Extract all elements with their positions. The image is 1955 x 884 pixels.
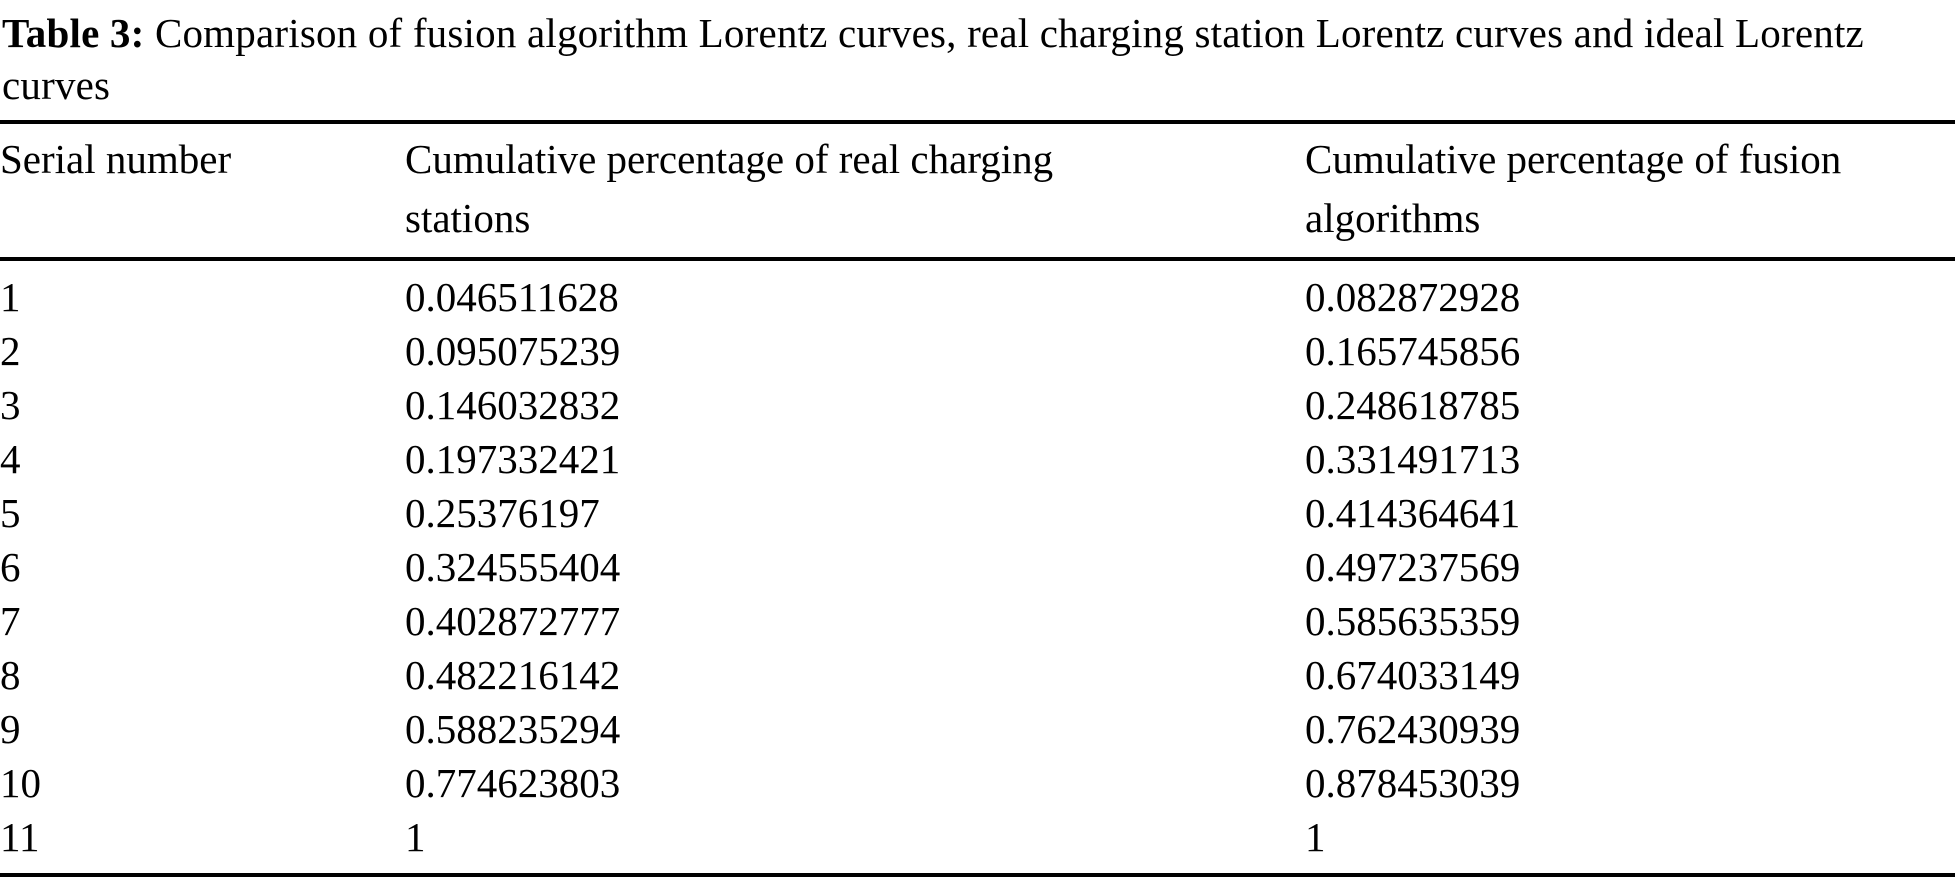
table-row: 3 0.146032832 0.248618785 <box>0 378 1955 432</box>
table-cell: 0.762430939 <box>1305 706 1521 752</box>
table-cell: 7 <box>0 598 21 644</box>
table-cell: 11 <box>0 814 40 860</box>
table-cell: 0.146032832 <box>405 382 621 428</box>
table-cell: 0.25376197 <box>405 490 600 536</box>
table-row: 10 0.774623803 0.878453039 <box>0 756 1955 810</box>
table-body: 1 0.046511628 0.082872928 2 0.095075239 0.165… <box>0 259 1955 875</box>
table-cell: 0.402872777 <box>405 598 621 644</box>
table-cell: 4 <box>0 436 21 482</box>
table-row: 1 0.046511628 0.082872928 <box>0 259 1955 324</box>
comparison-table: Serial number Cumulative percentage of r… <box>0 120 1955 877</box>
table-row: 7 0.402872777 0.585635359 <box>0 594 1955 648</box>
column-header-label: Cumulative percentage of fusion algorith… <box>1305 136 1842 241</box>
column-header-label: Cumulative percentage of real charging s… <box>405 136 1054 241</box>
table-caption-label: Table 3: <box>2 10 145 56</box>
table-cell: 0.588235294 <box>405 706 621 752</box>
table-cell: 0.482216142 <box>405 652 621 698</box>
table-caption: Table 3: Comparison of fusion algorithm … <box>0 0 1952 111</box>
table-cell: 10 <box>0 760 41 806</box>
table-cell: 0.082872928 <box>1305 274 1521 320</box>
table-cell: 0.165745856 <box>1305 328 1521 374</box>
table-cell: 0.095075239 <box>405 328 621 374</box>
table-cell: 0.774623803 <box>405 760 621 806</box>
table-row: 8 0.482216142 0.674033149 <box>0 648 1955 702</box>
table-row: 11 1 1 <box>0 810 1955 875</box>
table-caption-text: Comparison of fusion algorithm Lorentz c… <box>2 10 1864 108</box>
table-cell: 2 <box>0 328 21 374</box>
table-cell: 0.674033149 <box>1305 652 1521 698</box>
table-cell: 0.046511628 <box>405 274 619 320</box>
table-cell: 1 <box>1305 814 1326 860</box>
table-cell: 9 <box>0 706 21 752</box>
table-cell: 8 <box>0 652 21 698</box>
table-row: 6 0.324555404 0.497237569 <box>0 540 1955 594</box>
table-row: 5 0.25376197 0.414364641 <box>0 486 1955 540</box>
table-cell: 1 <box>0 274 21 320</box>
table-row: 2 0.095075239 0.165745856 <box>0 324 1955 378</box>
table-cell: 0.414364641 <box>1305 490 1521 536</box>
table-cell: 0.497237569 <box>1305 544 1521 590</box>
table-row: 4 0.197332421 0.331491713 <box>0 432 1955 486</box>
table-cell: 0.248618785 <box>1305 382 1521 428</box>
table-cell: 3 <box>0 382 21 428</box>
column-header-label: Serial number <box>0 136 232 182</box>
column-header-real-charging-stations: Cumulative percentage of real charging s… <box>405 122 1305 261</box>
table-cell: 1 <box>405 814 426 860</box>
table-cell: 0.324555404 <box>405 544 621 590</box>
column-header-fusion-algorithms: Cumulative percentage of fusion algorith… <box>1305 122 1955 261</box>
table-cell: 0.197332421 <box>405 436 621 482</box>
column-header-serial-number: Serial number <box>0 122 405 261</box>
table-row: 9 0.588235294 0.762430939 <box>0 702 1955 756</box>
header-row: Serial number Cumulative percentage of r… <box>0 122 1955 261</box>
table-cell: 5 <box>0 490 21 536</box>
table-cell: 0.878453039 <box>1305 760 1521 806</box>
table-cell: 0.585635359 <box>1305 598 1521 644</box>
table-cell: 0.331491713 <box>1305 436 1521 482</box>
table-cell: 6 <box>0 544 21 590</box>
